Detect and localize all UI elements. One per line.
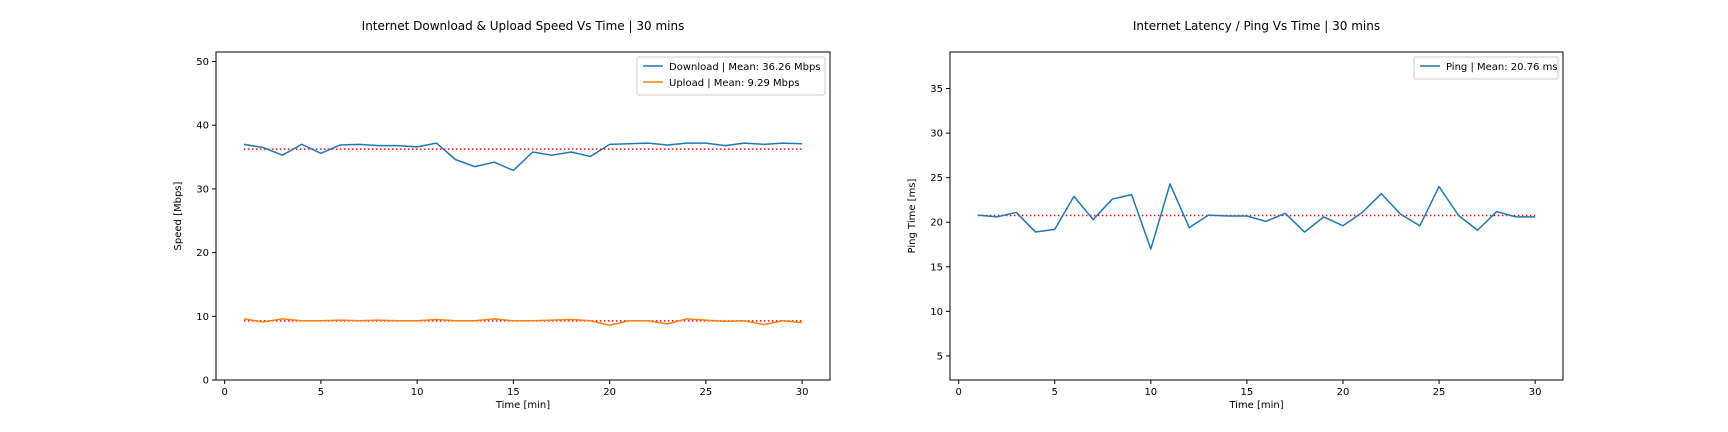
chart-0-xtick-label: 0 [221,387,227,398]
chart-0-plot-area [243,142,803,326]
chart-1-ytick-label: 35 [930,84,943,95]
chart-1-xtick-label: 10 [1144,387,1157,398]
chart-1-ytick-label: 10 [930,307,943,318]
chart-1-ylabel: Ping Time [ms] [907,178,918,253]
chart-1-legend: Ping | Mean: 20.76 ms [1413,56,1559,80]
chart-1-ytick-label: 30 [930,129,943,140]
chart-1-ytick-label: 5 [937,351,943,362]
chart-0-ytick-label: 10 [196,312,209,323]
chart-0-xtick-label: 20 [603,387,616,398]
chart-0-ytick-label: 30 [196,184,209,195]
chart-0-legend-box [636,56,826,96]
chart-1-xtick-label: 5 [1052,387,1058,398]
chart-1-axes-frame [949,51,1564,381]
chart-1-xtick-label: 0 [955,387,961,398]
chart-0-ytick-label: 50 [196,57,209,68]
ping-chart: Internet Latency / Ping Vs Time | 30 min… [907,19,1564,411]
chart-0-series-0-line [243,142,803,172]
chart-1-xtick-label: 30 [1529,387,1542,398]
chart-1-ytick-label: 25 [930,173,943,184]
chart-0-xtick-label: 25 [699,387,712,398]
speed-chart: Internet Download & Upload Speed Vs Time… [173,19,831,411]
chart-1-plot-area [977,183,1536,250]
chart-0-ylabel: Speed [Mbps] [173,181,184,250]
chart-0-legend-label-1: Upload | Mean: 9.29 Mbps [669,78,800,89]
chart-0-xlabel: Time [min] [495,400,550,411]
chart-0-xtick-label: 30 [796,387,809,398]
chart-0-xtick-label: 15 [507,387,520,398]
chart-0-series-1-line [243,318,803,326]
chart-1-legend-label-0: Ping | Mean: 20.76 ms [1446,62,1558,73]
chart-0-ytick-label: 0 [203,376,209,387]
chart-1-legend-box [1413,56,1559,80]
chart-0-legend-label-0: Download | Mean: 36.26 Mbps [669,62,821,73]
chart-1-xlabel: Time [min] [1228,400,1283,411]
chart-1-series-0-line [977,183,1536,250]
chart-1-xtick-label: 15 [1241,387,1254,398]
chart-0-ytick-label: 20 [196,248,209,259]
chart-0-legend: Download | Mean: 36.26 Mbps Upload | Mean… [636,56,826,96]
chart-1-title: Internet Latency / Ping Vs Time | 30 min… [1133,19,1380,33]
chart-1-xtick-label: 25 [1433,387,1446,398]
chart-1-xtick-label: 20 [1337,387,1350,398]
chart-1-ytick-label: 15 [930,262,943,273]
chart-1-ytick-label: 20 [930,218,943,229]
chart-0-ytick-label: 40 [196,121,209,132]
chart-0-xtick-label: 10 [411,387,424,398]
chart-0-xtick-label: 5 [318,387,324,398]
chart-0-axes-frame [215,51,831,381]
chart-0-title: Internet Download & Upload Speed Vs Time… [362,19,685,33]
